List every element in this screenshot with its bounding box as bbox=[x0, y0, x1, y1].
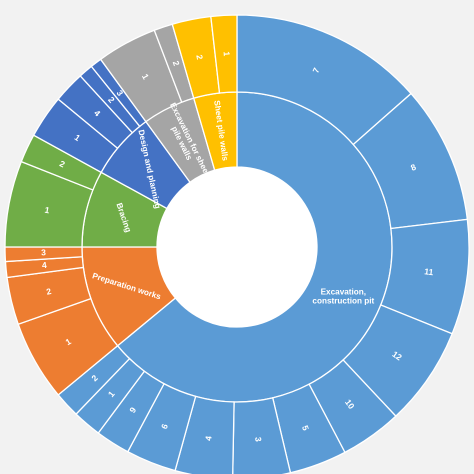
outer-label-excavation-construction-pit-3: 11 bbox=[424, 266, 434, 277]
outer-label-excavation-construction-pit-8: 4 bbox=[203, 435, 214, 441]
outer-label-excavation-construction-pit-12: 2 bbox=[89, 373, 99, 384]
outer-label-excavation-for-sheet-pile-walls-2: 2 bbox=[171, 59, 182, 67]
outer-label-preparation-works-3: 4 bbox=[42, 260, 48, 270]
outer-label-excavation-construction-pit-2: 8 bbox=[409, 162, 418, 173]
outer-label-design-and-planning-4: 3 bbox=[115, 88, 126, 98]
outer-label-excavation-construction-pit-9: 6 bbox=[159, 422, 170, 430]
outer-label-excavation-for-sheet-pile-walls-1: 1 bbox=[140, 72, 151, 81]
outer-label-design-and-planning-1: 1 bbox=[73, 132, 83, 143]
inner-label-excavation-construction-pit: Excavation, construction pit bbox=[312, 288, 374, 306]
center-hole bbox=[157, 167, 317, 327]
outer-label-excavation-construction-pit-10: 9 bbox=[127, 405, 138, 415]
outer-segment-sheet-pile-walls-2 bbox=[210, 14, 238, 94]
outer-label-bracing-1: 1 bbox=[44, 205, 51, 216]
outer-label-sheet-pile-walls-2: 1 bbox=[222, 51, 232, 57]
sunburst-segments bbox=[4, 14, 470, 474]
outer-label-design-and-planning-3: 2 bbox=[106, 95, 117, 105]
outer-label-excavation-construction-pit-1: 7 bbox=[310, 66, 321, 75]
outer-label-excavation-construction-pit-11: 1 bbox=[106, 389, 117, 399]
outer-label-excavation-construction-pit-6: 5 bbox=[300, 424, 311, 432]
outer-label-preparation-works-2: 2 bbox=[45, 286, 52, 297]
outer-label-design-and-planning-2: 4 bbox=[92, 108, 103, 119]
outer-label-sheet-pile-walls-1: 2 bbox=[194, 54, 205, 61]
outer-label-preparation-works-4: 3 bbox=[41, 247, 46, 257]
outer-label-preparation-works-1: 1 bbox=[64, 336, 73, 347]
outer-label-bracing-2: 2 bbox=[58, 158, 67, 169]
outer-label-excavation-construction-pit-7: 3 bbox=[253, 436, 263, 442]
